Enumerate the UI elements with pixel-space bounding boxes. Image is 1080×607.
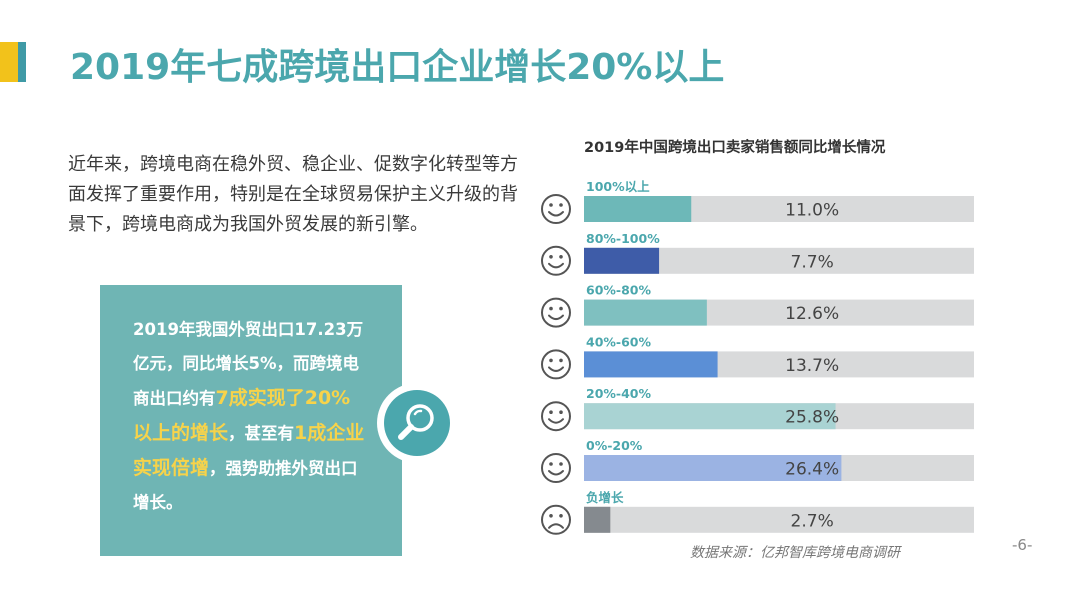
bar xyxy=(584,196,692,222)
value-label: 12.6% xyxy=(785,304,839,324)
page-number: -6- xyxy=(1012,536,1033,554)
category-label: 0%-20% xyxy=(586,438,643,453)
chart-title: 2019年中国跨境出口卖家销售额同比增长情况 xyxy=(584,140,886,156)
category-label: 20%-40% xyxy=(586,386,652,401)
value-label: 26.4% xyxy=(785,460,839,480)
callout-text-part-2: ，甚至有 xyxy=(228,424,295,443)
bar xyxy=(584,506,611,533)
value-label: 25.8% xyxy=(785,408,839,428)
bar-track xyxy=(584,506,974,533)
smiley-icon xyxy=(541,297,571,328)
smiley-icon xyxy=(541,194,571,224)
intro-paragraph: 近年来，跨境电商在稳外贸、稳企业、促数字化转型等方面发挥了重要作用，特别是在全球… xyxy=(68,154,518,235)
bar xyxy=(584,455,842,481)
callout-highlight-2: 1成企业实现倍增 xyxy=(133,422,365,479)
category-label: 负增长 xyxy=(586,490,624,505)
callout-box xyxy=(100,285,402,556)
callout-text-part-1: 2019年我国外贸出口17.23万亿元，同比增长5%，而跨境电商出口约有 xyxy=(133,320,364,408)
data-source: 数据来源：亿邦智库跨境电商调研 xyxy=(690,545,900,561)
title-accent-bar xyxy=(0,42,18,82)
value-label: 2.7% xyxy=(791,511,834,531)
category-label: 100%以上 xyxy=(586,179,650,194)
bar xyxy=(584,351,718,378)
smiley-icon xyxy=(541,349,571,380)
title-accent-bar-secondary xyxy=(18,42,26,82)
value-label: 7.7% xyxy=(791,252,834,272)
category-label: 40%-60% xyxy=(586,334,652,349)
callout-text-part-3: ，强势助推外贸出口增长。 xyxy=(133,459,358,512)
smiley-icon xyxy=(541,245,571,276)
category-label: 60%-80% xyxy=(586,283,652,298)
category-label: 80%-100% xyxy=(586,231,660,246)
callout-highlight-1: 7成实现了20%以上的增长 xyxy=(133,387,351,444)
value-label: 13.7% xyxy=(785,356,839,376)
smiley-icon xyxy=(541,453,571,483)
slide-title: 2019年七成跨境出口企业增长20%以上 xyxy=(70,47,725,88)
growth-bar-chart: 100%以上 11.0% 80%-100% 7.7% 60%-80% 12.6% 40%-6… xyxy=(541,179,974,535)
callout-text: 2019年我国外贸出口17.23万亿元，同比增长5%，而跨境电商出口约有7成实现… xyxy=(133,313,365,520)
bar xyxy=(584,247,660,274)
bar xyxy=(584,403,836,430)
sad-face-icon xyxy=(541,504,571,535)
smiley-icon xyxy=(541,401,571,432)
value-label: 11.0% xyxy=(785,201,839,221)
magnifier-icon xyxy=(384,390,450,456)
magnifier-badge xyxy=(377,383,457,463)
bar xyxy=(584,299,707,326)
